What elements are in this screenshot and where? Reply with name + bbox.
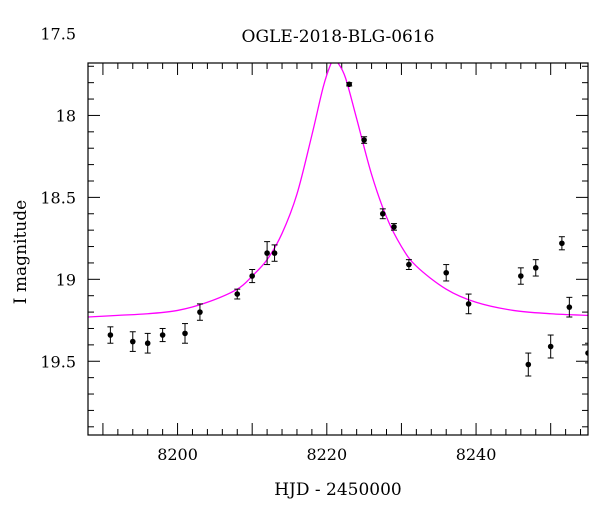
point-marker — [532, 265, 539, 271]
data-point — [331, 57, 337, 63]
point-marker — [107, 332, 114, 338]
point-marker — [182, 330, 188, 337]
point-marker — [197, 309, 203, 315]
data-point — [585, 342, 588, 364]
x-tick-label: 8200 — [157, 445, 198, 464]
x-tick-label: 8220 — [306, 445, 347, 464]
x-axis-label: HJD - 2450000 — [274, 480, 402, 500]
data-point — [196, 303, 203, 321]
data-point — [525, 352, 532, 377]
point-marker — [559, 240, 565, 247]
point-marker — [391, 224, 397, 230]
y-tick-label: 17.5 — [40, 25, 76, 44]
point-marker — [518, 273, 524, 279]
point-marker — [379, 210, 386, 217]
data-point — [129, 331, 136, 352]
data-point — [405, 259, 412, 270]
point-marker — [264, 250, 270, 256]
data-point — [566, 296, 573, 318]
data-point — [271, 244, 278, 262]
y-axis-label: I magnitude — [11, 200, 31, 304]
point-marker — [361, 137, 367, 143]
point-marker — [443, 269, 450, 276]
point-marker — [406, 261, 412, 268]
data-point — [361, 136, 368, 144]
y-tick-label: 18.5 — [40, 188, 76, 207]
data-point — [107, 326, 114, 344]
y-tick-label: 18 — [56, 106, 76, 125]
point-marker — [346, 81, 352, 88]
point-marker — [525, 361, 532, 368]
data-point — [390, 223, 397, 231]
chart-title: OGLE-2018-BLG-0616 — [242, 27, 435, 47]
data-point — [547, 334, 554, 359]
data-point — [558, 236, 565, 251]
data-points-layer — [107, 57, 588, 377]
point-marker — [144, 340, 151, 347]
point-marker — [129, 338, 136, 345]
data-point — [443, 264, 450, 282]
model-curve — [88, 63, 588, 318]
data-point — [379, 208, 386, 220]
point-marker — [566, 304, 573, 310]
data-point — [249, 268, 256, 284]
y-tick-label: 19.5 — [40, 352, 76, 371]
point-marker — [585, 350, 588, 356]
point-marker — [159, 332, 166, 338]
data-point — [465, 293, 472, 315]
point-marker — [465, 301, 472, 307]
model-curve-layer — [88, 63, 588, 318]
data-point — [159, 327, 166, 343]
point-marker — [331, 57, 337, 63]
point-marker — [249, 273, 255, 279]
x-tick-label: 8240 — [456, 445, 497, 464]
data-point — [532, 259, 539, 277]
y-tick-label: 19 — [56, 270, 76, 289]
plot-frame — [87, 62, 589, 436]
point-marker — [547, 343, 554, 350]
data-point — [144, 332, 151, 354]
point-marker — [271, 250, 278, 256]
data-point — [234, 288, 241, 300]
point-marker — [234, 291, 241, 297]
data-point — [182, 323, 189, 344]
data-point — [517, 267, 524, 285]
data-point — [264, 241, 271, 266]
data-point — [346, 81, 353, 88]
axis-ticks: 8200 8220 8240 17.5 18 18.5 19 19.5 — [40, 25, 588, 464]
